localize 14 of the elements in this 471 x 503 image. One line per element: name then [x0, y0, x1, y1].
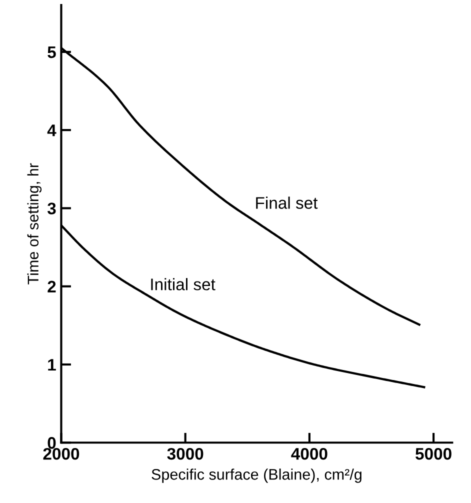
x-tick-label: 2000 — [43, 448, 80, 460]
y-axis-title: Time of setting, hr — [27, 163, 42, 284]
y-tick-label: 1 — [48, 359, 56, 371]
x-tick-label: 3000 — [167, 448, 204, 460]
y-tick-label: 2 — [48, 280, 56, 292]
y-tick-label: 4 — [47, 124, 56, 136]
series-label: Initial set — [151, 278, 216, 290]
y-tick-label: 3 — [47, 202, 56, 214]
y-tick-label: 0 — [48, 437, 56, 449]
x-tick-label: 4000 — [291, 448, 328, 460]
series-label: Final set — [256, 196, 318, 209]
x-axis-title: Specific surface (Blaine), cm²/g — [152, 468, 362, 483]
x-tick-label: 5000 — [416, 448, 452, 460]
y-tick-label: 5 — [48, 46, 56, 58]
